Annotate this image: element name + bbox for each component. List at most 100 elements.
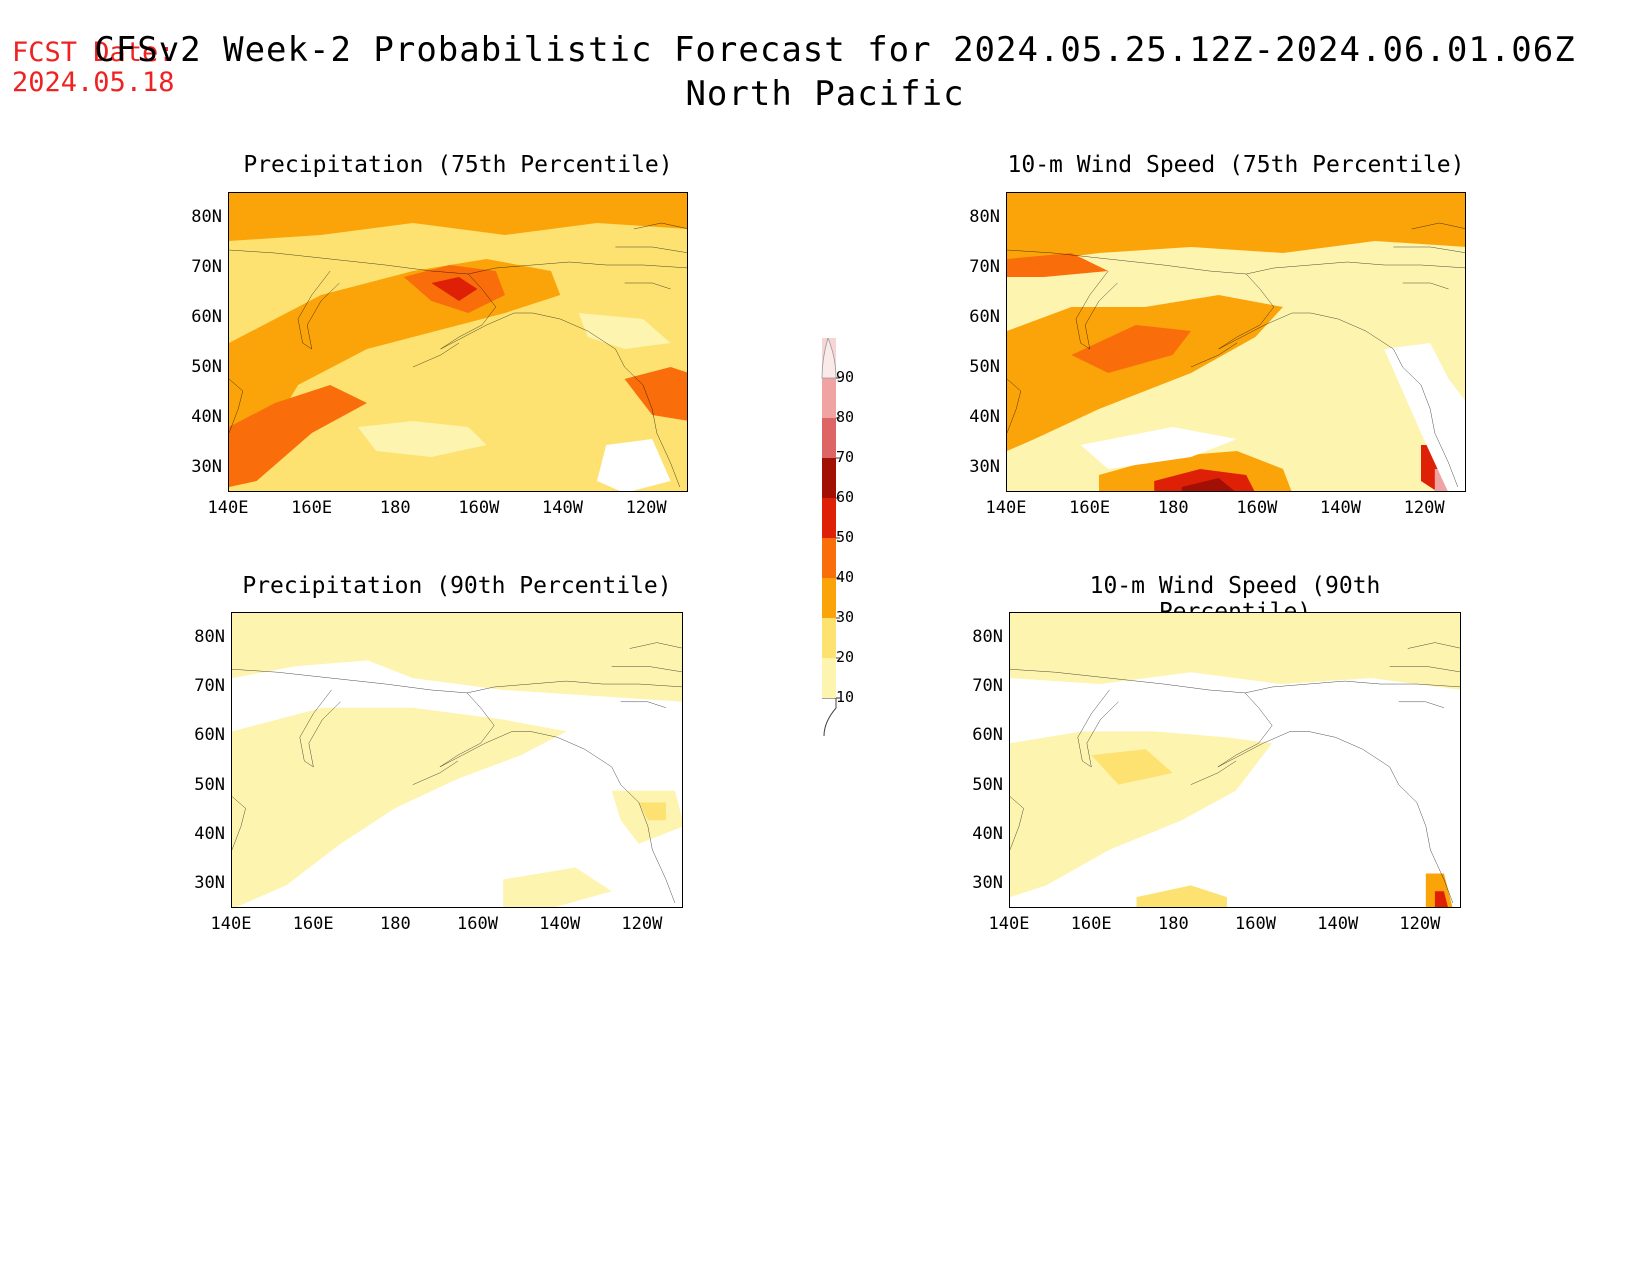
shaded-region — [1007, 253, 1109, 277]
shaded-region — [232, 707, 567, 907]
lon-label: 120W — [1399, 914, 1441, 934]
shaded-region — [503, 867, 612, 907]
shaded-region — [1091, 749, 1173, 785]
lon-label: 180 — [380, 914, 411, 934]
shaded-region — [638, 802, 666, 821]
colorbar-swatch-60 — [822, 458, 836, 498]
coastline — [440, 693, 675, 903]
main-title-line1: CFSv2 Week-2 Probabilistic Forecast for … — [94, 30, 1576, 70]
map-wind90 — [1009, 612, 1461, 908]
coastline — [615, 223, 688, 289]
main-title: CFSv2 Week-2 Probabilistic Forecast for … — [0, 28, 1650, 116]
lon-label: 160E — [292, 914, 334, 934]
shaded-region — [431, 277, 478, 301]
map-wind75 — [1006, 192, 1466, 492]
coastline — [413, 343, 459, 367]
lon-label: 120W — [621, 914, 663, 934]
colorbar-tail-bottom — [822, 697, 837, 737]
shaded-region — [1007, 295, 1283, 451]
shaded-region — [1384, 343, 1465, 491]
lat-label: 50N — [191, 357, 222, 377]
shaded-region — [1181, 478, 1235, 491]
lat-label: 80N — [194, 626, 225, 647]
panel-title-wind75: 10-m Wind Speed (75th Percentile) — [1007, 152, 1465, 178]
colorbar-label-50: 50 — [836, 528, 855, 546]
map-precip90 — [231, 612, 683, 908]
lon-label: 140E — [207, 498, 249, 518]
lon-label: 120W — [625, 498, 667, 518]
lat-label: 50N — [194, 774, 225, 795]
shaded-region — [1010, 613, 1460, 690]
coastline — [413, 761, 458, 785]
lat-label: 30N — [972, 873, 1003, 894]
panel-title-precip75: Precipitation (75th Percentile) — [243, 152, 673, 178]
lat-label: 70N — [194, 676, 225, 696]
colorbar-swatch-20 — [822, 618, 836, 658]
forecast-date-value: 2024.05.18 — [12, 67, 175, 98]
coastline — [232, 669, 683, 693]
shaded-region — [1154, 469, 1255, 491]
shaded-region — [1434, 891, 1448, 907]
shaded-region — [229, 193, 687, 241]
lat-label: 70N — [191, 257, 222, 277]
lon-label: 160W — [457, 914, 498, 934]
coastline — [229, 379, 243, 433]
colorbar-swatch-80 — [822, 378, 836, 418]
lon-label: 140W — [539, 914, 581, 934]
shaded-region — [1071, 325, 1191, 373]
colorbar-label-70: 70 — [836, 448, 855, 466]
colorbar — [821, 338, 840, 737]
main-title-line2: North Pacific — [685, 74, 965, 114]
lat-label: 60N — [969, 307, 1000, 327]
colorbar-label-80: 80 — [836, 408, 855, 426]
lat-label: 80N — [969, 207, 1000, 227]
panel-title-precip90: Precipitation (90th Percentile) — [242, 573, 672, 599]
colorbar-label-10: 10 — [836, 688, 855, 706]
shaded-region — [229, 259, 561, 469]
coastline — [232, 797, 246, 850]
lon-label: 140W — [542, 498, 583, 518]
lat-label: 30N — [969, 457, 1000, 477]
shaded-region — [229, 385, 367, 487]
lon-label: 120W — [1403, 498, 1445, 518]
lat-label: 40N — [972, 824, 1003, 844]
lon-label: 160E — [1070, 914, 1112, 934]
coastline — [1078, 690, 1119, 767]
coastline — [441, 274, 680, 487]
colorbar-swatch-40 — [822, 538, 836, 578]
lon-label: 180 — [1158, 914, 1189, 934]
shaded-region — [597, 439, 671, 491]
shaded-region — [232, 613, 682, 702]
shaded-region — [357, 421, 487, 457]
coastline — [1007, 379, 1021, 433]
colorbar-label-30: 30 — [836, 608, 855, 626]
coastline — [1191, 343, 1237, 367]
lon-label: 180 — [379, 498, 411, 518]
lat-label: 70N — [972, 676, 1003, 696]
colorbar-swatch-30 — [822, 578, 836, 618]
lon-label: 140E — [988, 914, 1030, 934]
coastline — [1010, 797, 1024, 850]
shaded-region — [229, 193, 687, 491]
colorbar-cap-top — [821, 338, 837, 379]
lon-label: 160W — [458, 498, 500, 518]
lon-label: 140E — [985, 498, 1027, 518]
shaded-region — [1010, 731, 1273, 898]
colorbar-swatch-70 — [822, 418, 836, 458]
lat-label: 60N — [191, 307, 222, 327]
coastline — [229, 250, 688, 274]
lon-label: 160E — [1069, 498, 1111, 518]
coastline — [298, 271, 339, 349]
colorbar-swatch-10 — [822, 658, 836, 698]
lat-label: 60N — [194, 725, 225, 746]
lat-label: 40N — [191, 407, 222, 427]
lon-label: 180 — [1157, 498, 1189, 518]
lon-label: 160W — [1235, 914, 1276, 934]
lat-label: 60N — [972, 725, 1003, 746]
shaded-region — [1007, 193, 1465, 265]
lat-label: 50N — [969, 357, 1000, 377]
forecast-date: FCST Date: 2024.05.18 — [12, 38, 175, 98]
coastline — [1007, 250, 1466, 274]
lat-label: 30N — [191, 457, 222, 477]
lon-label: 140E — [210, 914, 252, 934]
